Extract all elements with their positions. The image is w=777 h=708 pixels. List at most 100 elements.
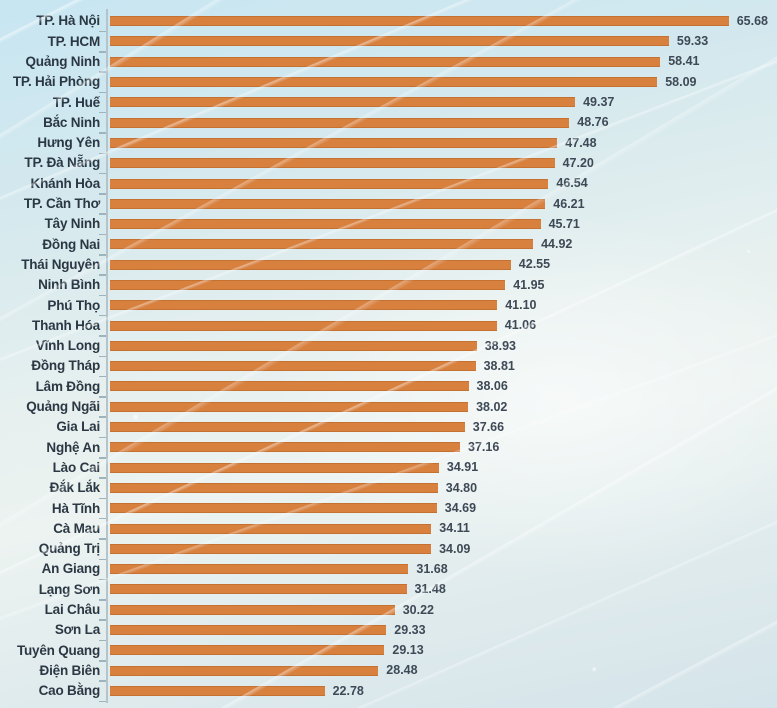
bar-track: 58.41 bbox=[110, 52, 777, 72]
bar bbox=[110, 178, 549, 189]
bar bbox=[110, 564, 409, 575]
bar-row: Thanh Hóa 41.06 bbox=[0, 315, 777, 337]
category-label: Vĩnh Long bbox=[35, 338, 100, 354]
bar-row: TP. Cần Thơ 46.21 bbox=[0, 194, 777, 215]
bar bbox=[110, 239, 534, 250]
category-label: TP. Huế bbox=[52, 94, 100, 110]
bar-row: Quảng Trị 34.09 bbox=[0, 539, 777, 561]
bar-track: 29.33 bbox=[110, 620, 777, 640]
bar-track: 34.91 bbox=[110, 458, 777, 478]
bar-track: 46.54 bbox=[110, 173, 777, 193]
bar bbox=[110, 543, 432, 554]
value-label: 28.48 bbox=[386, 663, 418, 678]
bar bbox=[110, 320, 497, 331]
bar bbox=[110, 158, 555, 169]
value-label: 44.92 bbox=[541, 237, 573, 252]
bar bbox=[110, 259, 511, 270]
bar-track: 42.55 bbox=[110, 255, 777, 275]
category-label: Tây Ninh bbox=[44, 216, 101, 232]
value-label: 47.20 bbox=[562, 155, 594, 170]
category-label: TP. Cần Thơ bbox=[23, 196, 100, 212]
bar-track: 38.06 bbox=[110, 376, 777, 396]
bar bbox=[110, 97, 576, 108]
value-label: 46.54 bbox=[556, 176, 588, 191]
bar-track: 47.20 bbox=[110, 153, 777, 173]
category-label: Lạng Sơn bbox=[38, 581, 100, 597]
bar-row: TP. Hà Nội 65.68 bbox=[0, 11, 777, 33]
bar bbox=[110, 401, 469, 412]
bar bbox=[110, 503, 437, 514]
bar-track: 29.13 bbox=[110, 640, 777, 660]
bar-row: Nghệ An 37.16 bbox=[0, 437, 777, 459]
bar-track: 48.76 bbox=[110, 112, 777, 132]
bar-row: TP. Đà Nẵng 47.20 bbox=[0, 153, 777, 175]
value-label: 34.80 bbox=[445, 480, 478, 495]
bar-track: 41.10 bbox=[110, 295, 777, 315]
bar-track: 34.80 bbox=[110, 478, 777, 498]
bar-row: Đồng Tháp 38.81 bbox=[0, 356, 777, 378]
category-label: Ninh Bình bbox=[38, 277, 100, 293]
category-label: TP. HCM bbox=[47, 33, 101, 49]
bar-track: 22.78 bbox=[110, 681, 777, 701]
category-label: Thanh Hóa bbox=[32, 317, 100, 333]
bar-track: 31.68 bbox=[110, 559, 777, 579]
category-label: Quảng Ninh bbox=[25, 53, 101, 69]
value-label: 34.11 bbox=[439, 521, 470, 536]
value-label: 31.48 bbox=[414, 582, 446, 597]
bar-track: 37.16 bbox=[110, 437, 777, 457]
bar bbox=[110, 584, 407, 595]
value-label: 37.16 bbox=[468, 440, 500, 455]
bar-track: 47.48 bbox=[110, 133, 777, 153]
value-label: 41.06 bbox=[504, 318, 537, 333]
value-label: 34.91 bbox=[446, 460, 479, 475]
bar bbox=[110, 198, 546, 209]
bar bbox=[110, 381, 469, 392]
bar-row: Cà Mau 34.11 bbox=[0, 518, 777, 540]
category-label: Lào Cai bbox=[52, 459, 101, 475]
axis-tick bbox=[99, 700, 106, 703]
bar-row: TP. Hải Phòng 58.09 bbox=[0, 72, 777, 94]
value-label: 59.33 bbox=[676, 34, 709, 49]
bar-row: TP. HCM 59.33 bbox=[0, 31, 777, 53]
bar bbox=[110, 280, 506, 290]
category-label: Lâm Đồng bbox=[35, 378, 101, 394]
category-label: An Giang bbox=[41, 561, 101, 577]
category-label: Cao Bằng bbox=[38, 683, 101, 699]
value-label: 38.93 bbox=[484, 338, 516, 353]
chart-rows: TP. Hà Nội 65.68 TP. HCM 59.33 Quảng Nin… bbox=[0, 11, 777, 703]
bar-track: 34.11 bbox=[110, 518, 777, 538]
category-label: Khánh Hòa bbox=[30, 175, 101, 191]
value-label: 41.95 bbox=[513, 277, 545, 292]
bar-row: Gia Lai 37.66 bbox=[0, 417, 777, 439]
value-label: 29.13 bbox=[392, 643, 424, 658]
value-label: 30.22 bbox=[402, 602, 434, 617]
category-label: Tuyên Quang bbox=[16, 642, 100, 658]
bar-row: Quảng Ngãi 38.02 bbox=[0, 397, 777, 418]
bar-row: Sơn La 29.33 bbox=[0, 620, 777, 642]
bar-row: Cao Bằng 22.78 bbox=[0, 681, 777, 703]
bar bbox=[110, 625, 387, 636]
bar-row: Bắc Ninh 48.76 bbox=[0, 112, 777, 134]
category-label: Phú Thọ bbox=[47, 297, 100, 313]
bar-row: Điện Biên 28.48 bbox=[0, 661, 777, 682]
bar bbox=[110, 523, 432, 534]
category-label: Bắc Ninh bbox=[43, 114, 100, 130]
value-label: 34.09 bbox=[439, 541, 471, 556]
bar bbox=[110, 77, 658, 88]
bar-track: 45.71 bbox=[110, 214, 777, 234]
bar-track: 58.09 bbox=[110, 72, 777, 92]
category-label: Điện Biên bbox=[39, 662, 101, 678]
bar bbox=[110, 36, 669, 47]
category-label: Đồng Nai bbox=[42, 236, 100, 252]
value-label: 38.81 bbox=[483, 358, 515, 373]
bar bbox=[110, 56, 661, 67]
value-label: 22.78 bbox=[332, 683, 364, 698]
bar-track: 41.06 bbox=[110, 315, 777, 335]
category-label: TP. Hải Phòng bbox=[12, 74, 100, 90]
category-label: Thái Nguyên bbox=[21, 256, 100, 272]
bar-row: Quảng Ninh 58.41 bbox=[0, 52, 777, 73]
bar-track: 49.37 bbox=[110, 92, 777, 112]
bar-track: 28.48 bbox=[110, 661, 777, 681]
value-label: 37.66 bbox=[472, 419, 505, 434]
